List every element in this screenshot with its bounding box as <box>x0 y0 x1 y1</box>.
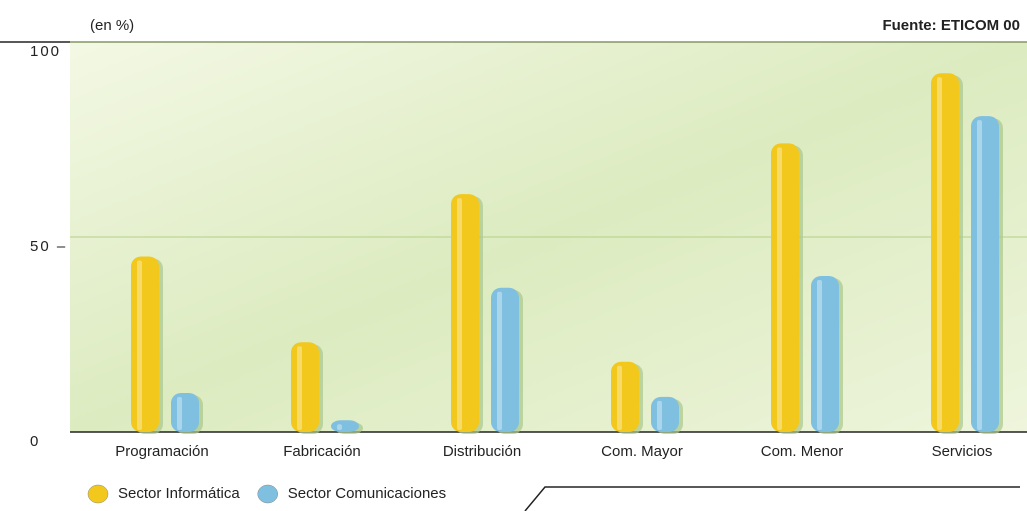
bar-highlight <box>457 198 462 430</box>
y-tick-label: 50 – <box>30 238 67 255</box>
bar <box>131 256 159 432</box>
y-axis-label: (en %) <box>90 17 134 34</box>
bar <box>651 396 679 432</box>
bar <box>171 393 199 432</box>
bar <box>491 287 519 432</box>
bar <box>811 276 839 432</box>
bar <box>451 194 479 432</box>
bar-highlight <box>297 346 302 430</box>
bar-highlight <box>977 120 982 430</box>
legend-label: Sector Informática <box>118 485 240 502</box>
source: Fuente: ETICOM 00 <box>882 17 1020 34</box>
bar-highlight <box>657 400 662 430</box>
bar <box>611 361 639 432</box>
x-tick-label: Com. Menor <box>761 443 844 460</box>
bar-highlight <box>137 260 142 430</box>
x-tick-label: Distribución <box>443 443 521 460</box>
bar-highlight <box>177 397 182 430</box>
bar <box>931 73 959 432</box>
bar <box>331 420 359 432</box>
bar-highlight <box>497 291 502 430</box>
bar-highlight <box>617 365 622 430</box>
bar-highlight <box>337 424 342 430</box>
x-tick-label: Programación <box>115 443 208 460</box>
legend-label: Sector Comunicaciones <box>288 485 446 502</box>
y-tick-label: 100 <box>30 43 61 60</box>
bar-highlight <box>777 147 782 430</box>
x-tick-label: Servicios <box>932 443 993 460</box>
bar <box>971 116 999 432</box>
x-tick-label: Fabricación <box>283 443 361 460</box>
bar-highlight <box>937 77 942 430</box>
legend-swatch <box>257 484 278 504</box>
bar <box>291 342 319 432</box>
decor-line <box>524 486 1020 511</box>
bar-highlight <box>817 280 822 430</box>
legend-swatch <box>87 484 109 504</box>
y-tick-label: 0 <box>30 433 40 450</box>
x-tick-label: Com. Mayor <box>601 443 683 460</box>
bar <box>771 143 799 432</box>
